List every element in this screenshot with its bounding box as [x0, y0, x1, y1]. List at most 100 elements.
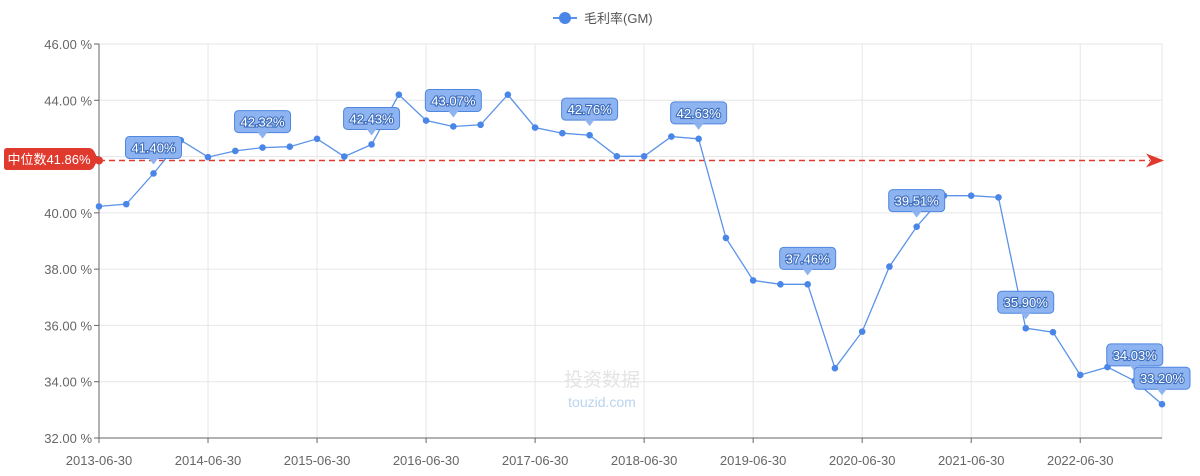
x-tick-label: 2013-06-30	[66, 453, 133, 468]
data-point	[1158, 400, 1166, 408]
y-tick-label: 38.00 %	[44, 262, 92, 277]
callout-label: 42.63%	[677, 106, 722, 121]
data-point	[504, 91, 512, 98]
median-arrow-icon	[1146, 153, 1164, 168]
data-point	[95, 203, 103, 210]
y-tick-label: 32.00 %	[44, 431, 92, 446]
x-tick-label: 2020-06-30	[829, 453, 896, 468]
callout-label: 41.40%	[131, 140, 176, 155]
value-callout: 41.40%	[125, 135, 183, 165]
callout-pointer	[148, 157, 159, 165]
data-point	[722, 234, 730, 242]
data-point	[913, 223, 920, 230]
median-badge-label: 中位数41.86%	[7, 152, 91, 167]
callout-pointer	[1020, 312, 1031, 320]
data-point	[477, 121, 484, 129]
value-callout: 43.07%	[424, 88, 482, 118]
data-point	[1076, 371, 1084, 379]
watermark-cn: 投资数据	[564, 369, 640, 391]
data-point	[395, 91, 403, 98]
callout-label: 39.51%	[895, 194, 940, 209]
x-tick-label: 2014-06-30	[175, 453, 242, 468]
legend[interactable]: 毛利率(GM)	[553, 11, 653, 26]
value-callout: 37.46%	[779, 246, 837, 276]
x-tick-label: 2016-06-30	[393, 453, 460, 468]
callout-pointer	[911, 211, 922, 218]
callout-pointer	[257, 132, 268, 139]
data-point	[695, 135, 702, 143]
data-point	[749, 277, 757, 284]
data-point	[231, 147, 239, 155]
callout-label: 42.32%	[240, 115, 285, 130]
data-point	[368, 141, 375, 148]
callout-label: 42.43%	[350, 111, 395, 126]
x-tick-label: 2018-06-30	[611, 453, 678, 468]
callout-label: 37.46%	[786, 251, 831, 266]
value-callout: 42.76%	[561, 97, 619, 127]
callout-label: 34.03%	[1113, 348, 1158, 363]
data-point	[586, 131, 593, 139]
median-line	[95, 153, 1164, 168]
x-tick-label: 2021-06-30	[938, 453, 1005, 468]
data-point	[286, 143, 294, 151]
data-point	[777, 281, 784, 288]
value-callout: 42.32%	[234, 110, 292, 139]
y-tick-label: 36.00 %	[44, 318, 92, 333]
y-tick-label: 34.00 %	[44, 375, 92, 390]
callout-label: 42.76%	[568, 102, 613, 117]
series-gm	[95, 91, 1166, 408]
data-point	[122, 200, 130, 208]
data-point	[858, 328, 866, 335]
value-callout: 35.90%	[997, 290, 1055, 320]
value-callouts: 41.40% 42.32% 42.43% 43.07% 42.76% 42.63% 37.4…	[125, 88, 1191, 396]
watermark: 投资数据 touzid.com	[564, 369, 640, 410]
callout-pointer	[448, 110, 459, 118]
value-callout: 39.51%	[888, 189, 946, 218]
watermark-en: touzid.com	[568, 394, 636, 410]
callout-label: 43.07%	[431, 93, 476, 108]
data-point	[831, 364, 839, 372]
y-tick-label: 46.00 %	[44, 37, 92, 52]
data-point	[995, 194, 1002, 201]
data-point	[450, 123, 457, 130]
callout-pointer	[584, 119, 595, 127]
value-callout: 42.63%	[670, 101, 728, 130]
x-tick-label: 2015-06-30	[284, 453, 351, 468]
callout-pointer	[693, 123, 704, 130]
series-line	[98, 93, 1163, 405]
data-point	[313, 135, 321, 143]
value-callout: 42.43%	[343, 106, 401, 136]
grid	[98, 43, 1163, 439]
data-point	[804, 281, 811, 288]
data-point	[886, 263, 893, 270]
median-badge-shape	[4, 148, 98, 170]
data-point	[341, 153, 348, 160]
callout-label: 35.90%	[1004, 295, 1049, 310]
y-tick-label: 40.00 %	[44, 206, 92, 221]
legend-label: 毛利率(GM)	[584, 11, 653, 26]
callout-label: 33.20%	[1140, 371, 1185, 386]
data-point	[967, 192, 975, 199]
value-callout: 34.03%	[1106, 343, 1164, 372]
data-point	[559, 129, 566, 137]
data-point	[668, 133, 675, 140]
data-point	[640, 152, 648, 160]
data-point	[204, 153, 212, 161]
data-point	[1022, 324, 1030, 332]
callout-pointer	[802, 268, 813, 276]
data-point	[613, 152, 621, 160]
callout-pointer	[366, 128, 377, 136]
callout-pointer	[1157, 388, 1167, 396]
value-callout: 33.20%	[1133, 366, 1191, 396]
legend-point-icon	[559, 12, 571, 24]
data-point	[1049, 328, 1057, 336]
data-point	[150, 170, 157, 177]
x-tick-label: 2017-06-30	[502, 453, 569, 468]
median-badge: 中位数41.86%	[4, 148, 98, 170]
axes: 32.00 % 34.00 % 36.00 % 38.00 % 40.00 % 44.00…	[44, 37, 1162, 468]
data-point	[259, 144, 266, 151]
x-tick-label: 2022-06-30	[1047, 453, 1114, 468]
y-tick-label: 44.00 %	[44, 93, 92, 108]
x-tick-label: 2019-06-30	[720, 453, 787, 468]
